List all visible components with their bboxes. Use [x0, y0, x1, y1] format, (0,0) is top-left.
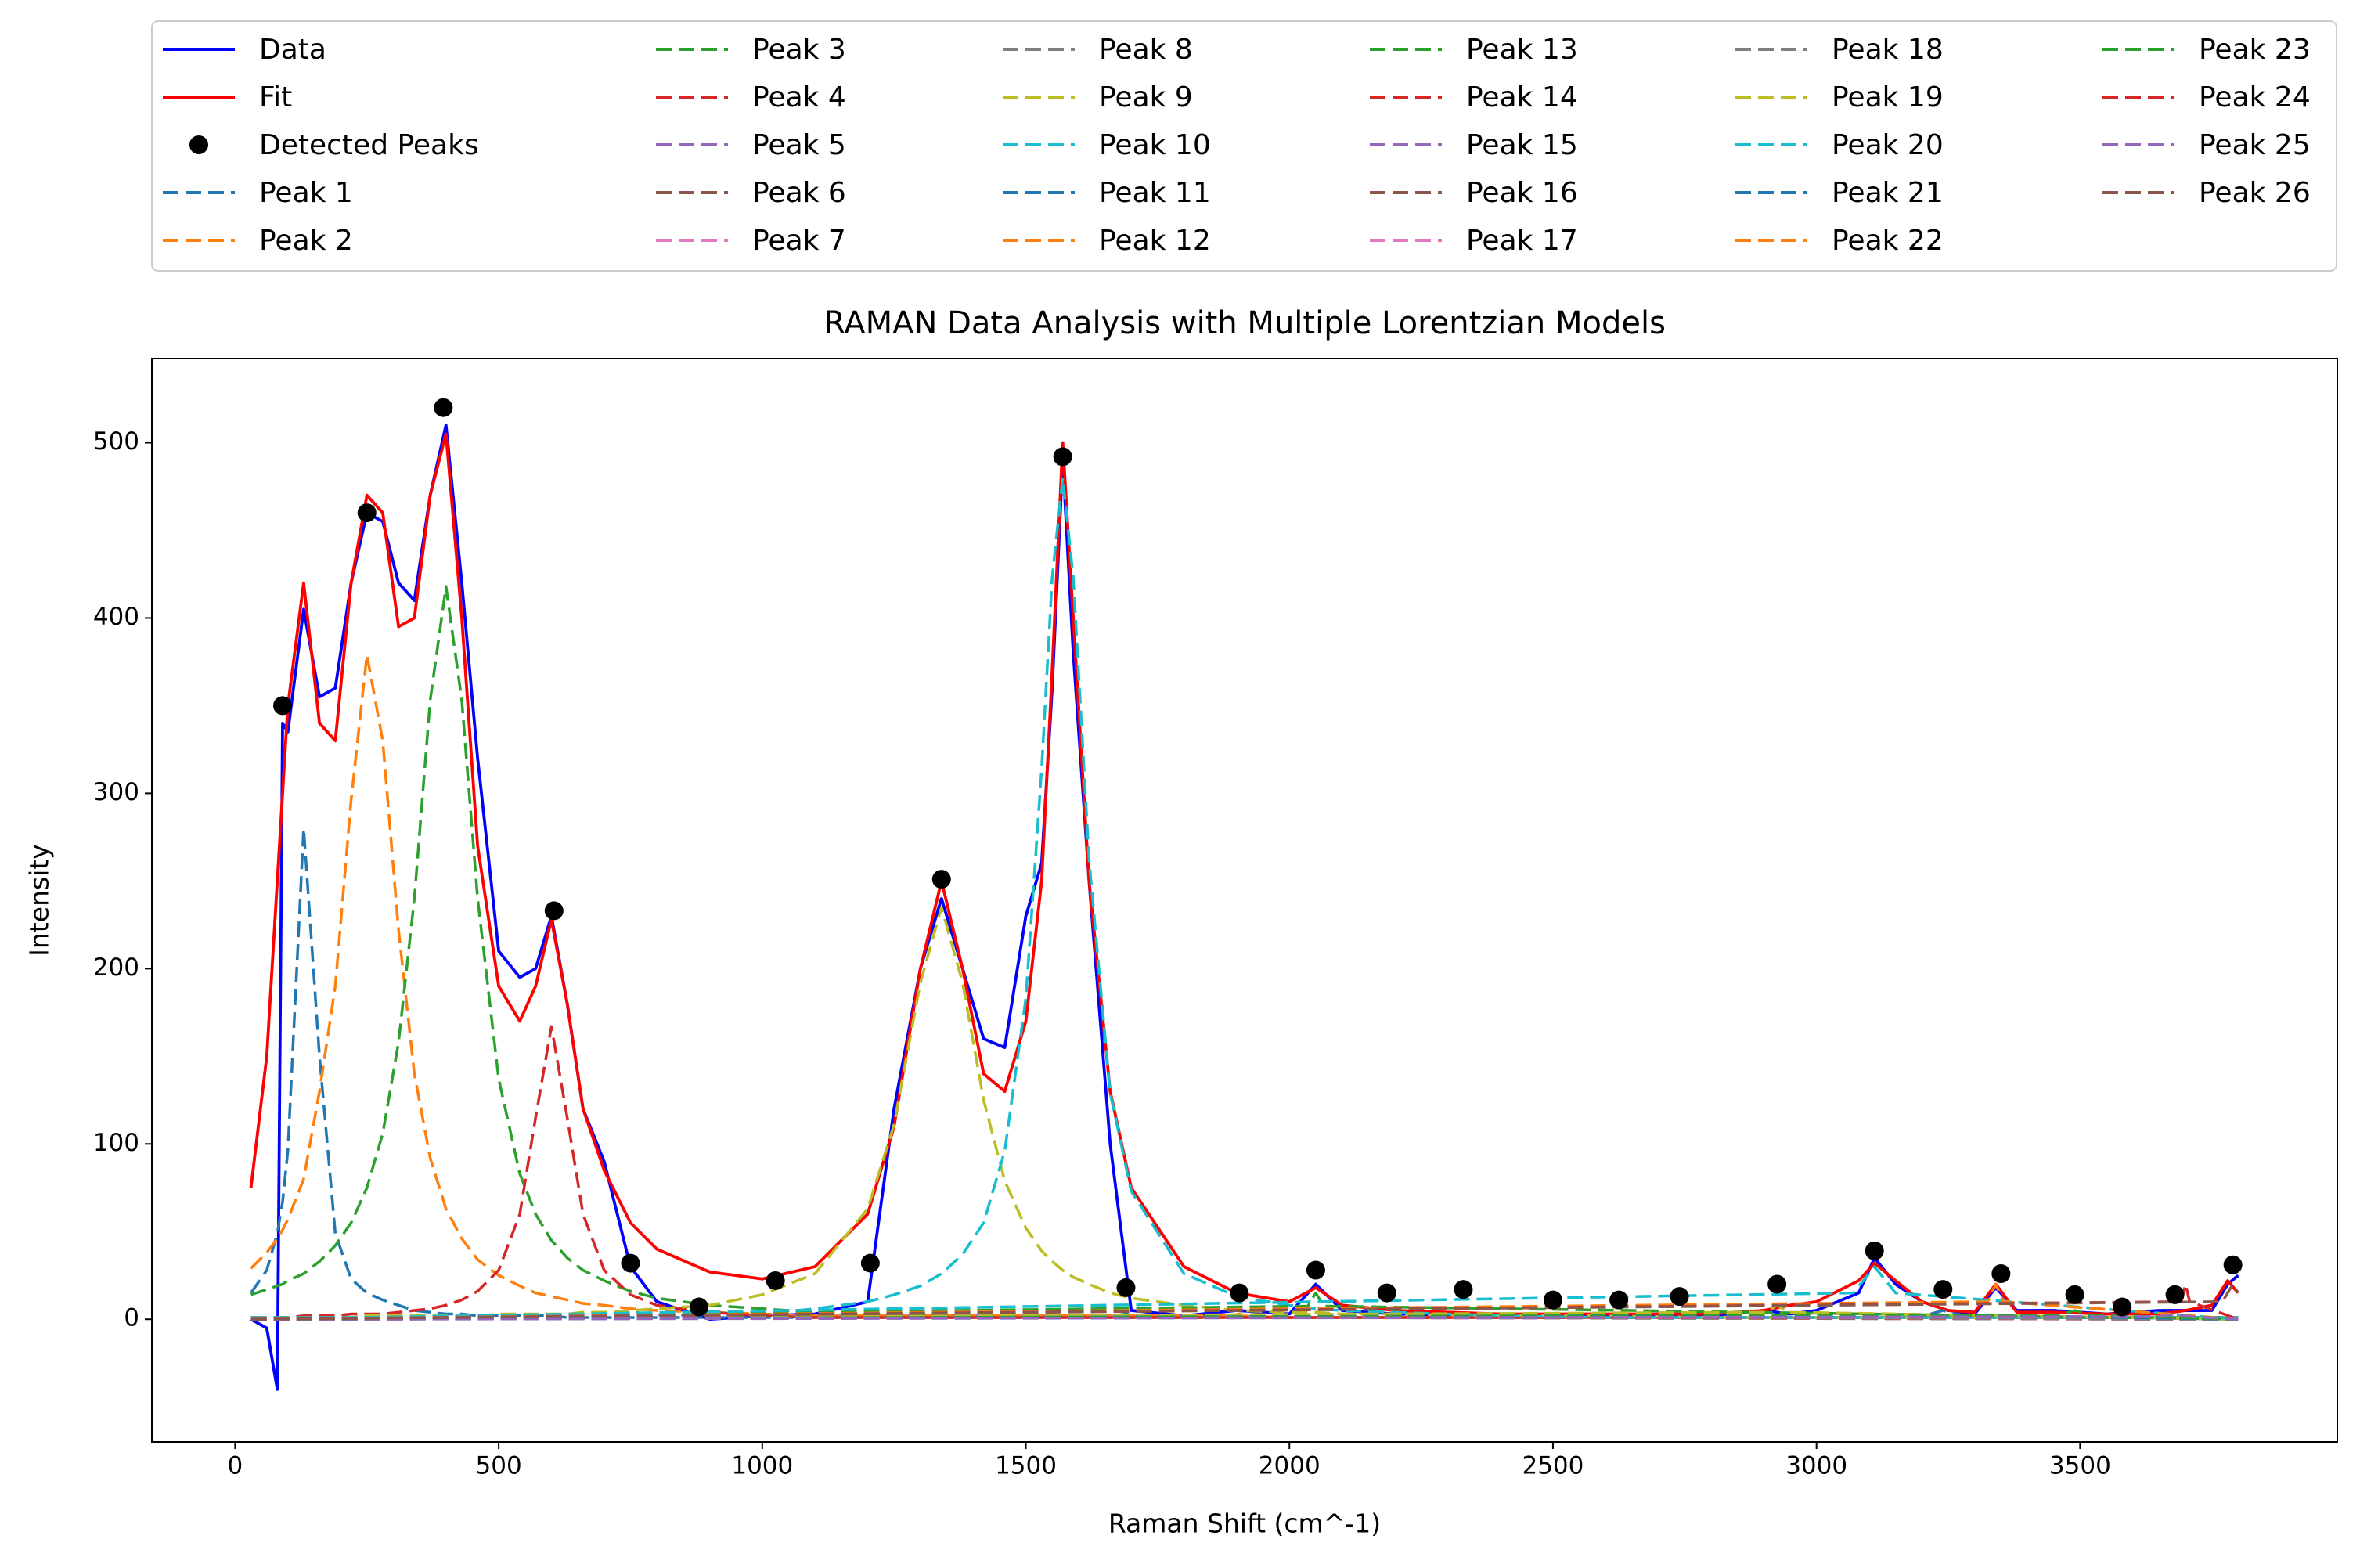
legend-label: Peak 21 [1832, 177, 1944, 209]
x-tick-label: 1500 [995, 1452, 1057, 1480]
series-line [250, 424, 2239, 1391]
component-line [250, 1312, 2239, 1321]
peak-marker [2165, 1285, 2185, 1304]
peak-marker [2223, 1255, 2243, 1274]
legend-label: Peak 14 [1466, 81, 1578, 114]
peak-marker [1116, 1278, 1136, 1297]
y-tick-label: 500 [93, 427, 139, 456]
legend-label: Peak 5 [752, 129, 846, 161]
x-axis-label: Raman Shift (cm^-1) [1108, 1509, 1381, 1539]
legend-label: Peak 8 [1099, 34, 1193, 66]
peak-marker [2113, 1297, 2132, 1317]
legend-label: Peak 1 [259, 177, 353, 209]
peak-marker [544, 901, 564, 921]
peak-marker [1053, 447, 1072, 467]
legend-label: Peak 11 [1099, 177, 1211, 209]
peak-marker [690, 1297, 709, 1317]
peak-marker [1543, 1290, 1562, 1310]
peak-marker [2065, 1285, 2084, 1304]
peak-marker [860, 1253, 880, 1273]
legend-label: Peak 2 [259, 225, 353, 257]
y-tick-label: 400 [93, 603, 139, 631]
peak-marker [273, 696, 293, 716]
x-tick-label: 2500 [1522, 1452, 1584, 1480]
legend-label: Peak 4 [752, 81, 846, 114]
x-tick-label: 2000 [1259, 1452, 1321, 1480]
legend-label: Peak 10 [1099, 129, 1211, 161]
component-line [250, 1291, 2239, 1321]
y-tick-label: 0 [124, 1304, 139, 1332]
peak-marker [766, 1271, 785, 1290]
x-tick-label: 3500 [2049, 1452, 2111, 1480]
peak-marker [1991, 1264, 2011, 1284]
peak-marker [1306, 1260, 1325, 1280]
peak-marker [357, 503, 377, 523]
legend-label: Detected Peaks [259, 129, 479, 161]
y-tick-label: 200 [93, 953, 139, 982]
x-tick-label: 1000 [731, 1452, 793, 1480]
component-line [250, 476, 2239, 1319]
legend-label: Peak 15 [1466, 129, 1578, 161]
legend-frame [151, 20, 2337, 272]
legend-label: Peak 9 [1099, 81, 1193, 114]
component-line [250, 1282, 2239, 1321]
legend-label: Data [259, 34, 326, 66]
plot-area [249, 398, 2243, 1391]
peak-marker [1377, 1283, 1396, 1303]
legend-label: Peak 24 [2199, 81, 2311, 114]
legend-label: Peak 23 [2199, 34, 2311, 66]
peak-marker [1865, 1241, 1884, 1260]
legend-label: Peak 3 [752, 34, 846, 66]
component-line [250, 1025, 2239, 1319]
legend-marker [189, 135, 208, 154]
legend-label: Peak 25 [2199, 129, 2311, 161]
chart-title: RAMAN Data Analysis with Multiple Lorent… [823, 305, 1666, 341]
peak-marker [1933, 1280, 1953, 1299]
peak-marker [621, 1253, 640, 1273]
peak-marker [1670, 1287, 1689, 1307]
component-line [250, 653, 2239, 1319]
x-tick-label: 500 [476, 1452, 522, 1480]
component-line [250, 906, 2239, 1319]
y-tick-label: 300 [93, 778, 139, 806]
peak-marker [1230, 1283, 1249, 1303]
peak-marker [1767, 1274, 1787, 1294]
peak-marker [931, 870, 951, 889]
peak-marker [1609, 1290, 1629, 1310]
component-line [250, 1282, 2239, 1321]
peak-marker [434, 398, 453, 417]
legend-label: Peak 26 [2199, 177, 2311, 209]
legend-label: Peak 16 [1466, 177, 1578, 209]
legend-label: Peak 6 [752, 177, 846, 209]
legend-label: Peak 18 [1832, 34, 1944, 66]
component-line [250, 585, 2239, 1319]
y-axis-label: Intensity [24, 844, 55, 957]
legend-label: Peak 19 [1832, 81, 1944, 114]
legend-label: Peak 17 [1466, 225, 1578, 257]
axes-frame [151, 358, 2338, 1443]
legend-label: Peak 12 [1099, 225, 1211, 257]
series-line [249, 432, 2239, 1316]
legend-label: Peak 22 [1832, 225, 1944, 257]
legend-label: Peak 13 [1466, 34, 1578, 66]
legend-label: Fit [259, 81, 292, 114]
y-tick-label: 100 [93, 1129, 139, 1157]
peak-marker [1454, 1280, 1473, 1299]
legend-label: Peak 20 [1832, 129, 1944, 161]
legend-label: Peak 7 [752, 225, 846, 257]
x-tick-label: 0 [228, 1452, 243, 1480]
x-tick-label: 3000 [1785, 1452, 1847, 1480]
component-line [250, 827, 2239, 1319]
